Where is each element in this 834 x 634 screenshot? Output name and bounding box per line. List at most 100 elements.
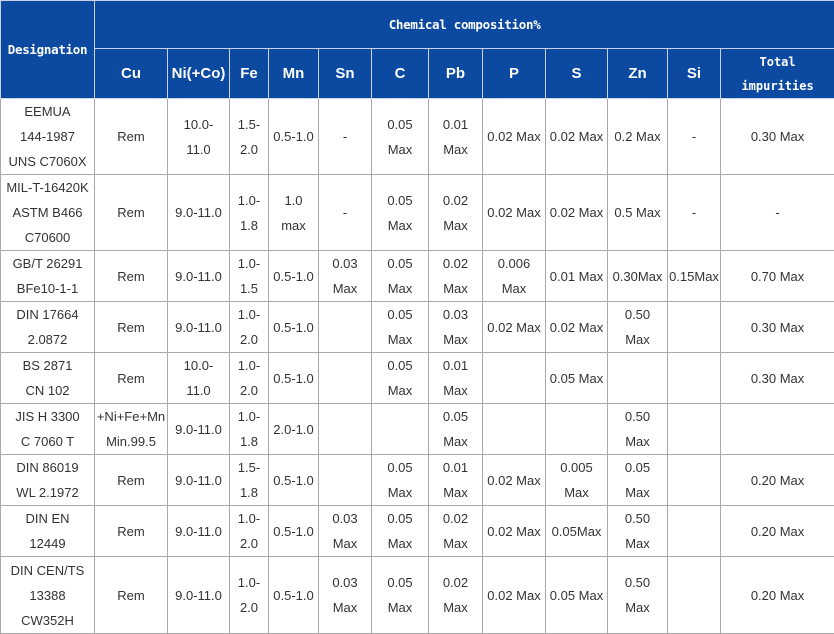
designation-header: Designation xyxy=(1,1,95,99)
column-header: Si xyxy=(668,49,721,99)
designation-cell: GB/T 26291 BFe10-1-1 xyxy=(1,251,95,302)
value-cell: 0.20 Max xyxy=(721,455,834,506)
chemical-composition-header: Chemical composition% xyxy=(95,1,834,49)
value-cell: 1.0- 2.0 xyxy=(230,557,269,634)
value-cell: 0.50 Max xyxy=(608,506,668,557)
value-cell: - xyxy=(319,99,372,175)
value-cell: 0.20 Max xyxy=(721,506,834,557)
value-cell: 0.05 Max xyxy=(372,99,429,175)
value-cell: 9.0-11.0 xyxy=(168,557,230,634)
value-cell: - xyxy=(721,175,834,251)
value-cell: 0.02 Max xyxy=(546,175,608,251)
value-cell xyxy=(668,557,721,634)
value-cell: 0.5 Max xyxy=(608,175,668,251)
value-cell: 0.30Max xyxy=(608,251,668,302)
value-cell: 10.0- 11.0 xyxy=(168,99,230,175)
value-cell: 0.03 Max xyxy=(319,506,372,557)
column-header: Zn xyxy=(608,49,668,99)
value-cell: 0.15Max xyxy=(668,251,721,302)
column-header: S xyxy=(546,49,608,99)
value-cell: 0.02 Max xyxy=(483,175,546,251)
value-cell: - xyxy=(668,99,721,175)
value-cell: Rem xyxy=(95,175,168,251)
value-cell: 1.0 max xyxy=(269,175,319,251)
value-cell xyxy=(608,353,668,404)
value-cell: 0.05Max xyxy=(546,506,608,557)
value-cell xyxy=(668,353,721,404)
value-cell xyxy=(668,404,721,455)
value-cell: 1.0- 1.5 xyxy=(230,251,269,302)
value-cell: 10.0- 11.0 xyxy=(168,353,230,404)
designation-cell: DIN EN 12449 xyxy=(1,506,95,557)
value-cell: 0.20 Max xyxy=(721,557,834,634)
value-cell: - xyxy=(668,175,721,251)
value-cell: 0.01 Max xyxy=(546,251,608,302)
value-cell: 1.5- 1.8 xyxy=(230,455,269,506)
value-cell: +Ni+Fe+Mn Min.99.5 xyxy=(95,404,168,455)
designation-cell: JIS H 3300 C 7060 T xyxy=(1,404,95,455)
designation-cell: DIN 17664 2.0872 xyxy=(1,302,95,353)
value-cell: 9.0-11.0 xyxy=(168,175,230,251)
value-cell: 2.0-1.0 xyxy=(269,404,319,455)
designation-cell: BS 2871 CN 102 xyxy=(1,353,95,404)
value-cell: 0.05 Max xyxy=(372,455,429,506)
value-cell: 0.05 Max xyxy=(372,506,429,557)
value-cell: 0.05 Max xyxy=(546,353,608,404)
value-cell: 9.0-11.0 xyxy=(168,302,230,353)
value-cell: 0.30 Max xyxy=(721,99,834,175)
column-header: Pb xyxy=(429,49,483,99)
value-cell: 0.02 Max xyxy=(429,557,483,634)
value-cell: 0.05 Max xyxy=(372,175,429,251)
value-cell: Rem xyxy=(95,302,168,353)
designation-cell: DIN 86019 WL 2.1972 xyxy=(1,455,95,506)
value-cell xyxy=(372,404,429,455)
designation-cell: EEMUA 144-1987 UNS C7060X xyxy=(1,99,95,175)
value-cell: 9.0-11.0 xyxy=(168,251,230,302)
column-header: P xyxy=(483,49,546,99)
value-cell: 1.0- 2.0 xyxy=(230,506,269,557)
value-cell: 0.50 Max xyxy=(608,302,668,353)
value-cell: 0.01 Max xyxy=(429,353,483,404)
value-cell: 0.05 Max xyxy=(372,251,429,302)
value-cell: 0.02 Max xyxy=(483,455,546,506)
value-cell: 9.0-11.0 xyxy=(168,506,230,557)
value-cell: 1.0- 2.0 xyxy=(230,353,269,404)
value-cell: 0.03 Max xyxy=(319,557,372,634)
value-cell xyxy=(546,404,608,455)
value-cell: 0.05 Max xyxy=(372,302,429,353)
value-cell: 0.30 Max xyxy=(721,302,834,353)
value-cell: 0.02 Max xyxy=(483,506,546,557)
value-cell: 1.0- 1.8 xyxy=(230,175,269,251)
value-cell: 0.02 Max xyxy=(429,251,483,302)
value-cell: 0.50 Max xyxy=(608,404,668,455)
value-cell: Rem xyxy=(95,353,168,404)
value-cell xyxy=(319,302,372,353)
column-header: C xyxy=(372,49,429,99)
value-cell: 0.70 Max xyxy=(721,251,834,302)
value-cell: 0.006 Max xyxy=(483,251,546,302)
value-cell: Rem xyxy=(95,506,168,557)
value-cell: 0.02 Max xyxy=(483,99,546,175)
value-cell: 0.5-1.0 xyxy=(269,251,319,302)
value-cell: 0.02 Max xyxy=(429,175,483,251)
value-cell: 0.5-1.0 xyxy=(269,506,319,557)
value-cell: 0.05 Max xyxy=(372,557,429,634)
value-cell xyxy=(668,506,721,557)
value-cell xyxy=(483,353,546,404)
value-cell: 0.01 Max xyxy=(429,455,483,506)
value-cell: Rem xyxy=(95,455,168,506)
value-cell: 1.0- 2.0 xyxy=(230,302,269,353)
value-cell: 0.5-1.0 xyxy=(269,99,319,175)
value-cell: 0.005 Max xyxy=(546,455,608,506)
column-header: Total impurities xyxy=(721,49,834,99)
value-cell: 0.05 Max xyxy=(429,404,483,455)
value-cell: 0.02 Max xyxy=(483,557,546,634)
value-cell: 0.02 Max xyxy=(429,506,483,557)
value-cell xyxy=(319,353,372,404)
